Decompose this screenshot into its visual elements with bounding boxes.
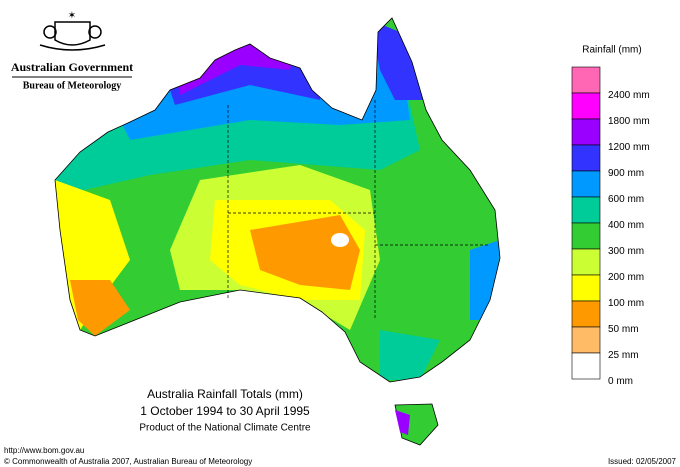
legend-title: Rainfall (mm) (582, 45, 641, 56)
legend-swatch (571, 118, 601, 146)
map-credit: Product of the National Climate Centre (139, 423, 311, 434)
legend-swatch (571, 144, 601, 172)
legend-label: 200 mm (608, 272, 644, 283)
legend: 2400 mm 1800 mm 1200 mm 900 mm 600 mm 400 mm 3… (571, 66, 650, 387)
legend-label: 2400 mm (608, 90, 650, 101)
svg-text:✶: ✶ (68, 11, 76, 22)
legend-swatch (571, 222, 601, 250)
legend-label: 25 mm (608, 350, 639, 361)
legend-label: 1800 mm (608, 116, 650, 127)
legend-label: 1200 mm (608, 142, 650, 153)
logo: ✶ (39, 11, 106, 51)
legend-label: 50 mm (608, 324, 639, 335)
legend-swatch (571, 326, 601, 354)
legend-label: 0 mm (608, 376, 633, 387)
map-title: Australia Rainfall Totals (mm) (147, 387, 303, 401)
legend-label: 400 mm (608, 220, 644, 231)
legend-swatch (571, 196, 601, 224)
government: Australian Government (11, 60, 133, 74)
legend-swatch (571, 274, 601, 302)
legend-swatch (571, 352, 601, 380)
legend-swatch (571, 248, 601, 276)
bureau: Bureau of Meteorology (23, 80, 122, 91)
legend-swatch (571, 170, 601, 198)
footer-issued: Issued: 02/05/2007 (608, 457, 677, 466)
legend-swatch (571, 66, 601, 94)
legend-label: 300 mm (608, 246, 644, 257)
legend-swatch (571, 300, 601, 328)
legend-label: 600 mm (608, 194, 644, 205)
footer-copyright: © Commonwealth of Australia 2007, Austra… (4, 457, 252, 466)
legend-label: 100 mm (608, 298, 644, 309)
map-period: 1 October 1994 to 30 April 1995 (140, 404, 310, 418)
footer-url[interactable]: http://www.bom.gov.au (4, 446, 84, 455)
legend-label: 900 mm (608, 168, 644, 179)
legend-swatch (571, 92, 601, 120)
